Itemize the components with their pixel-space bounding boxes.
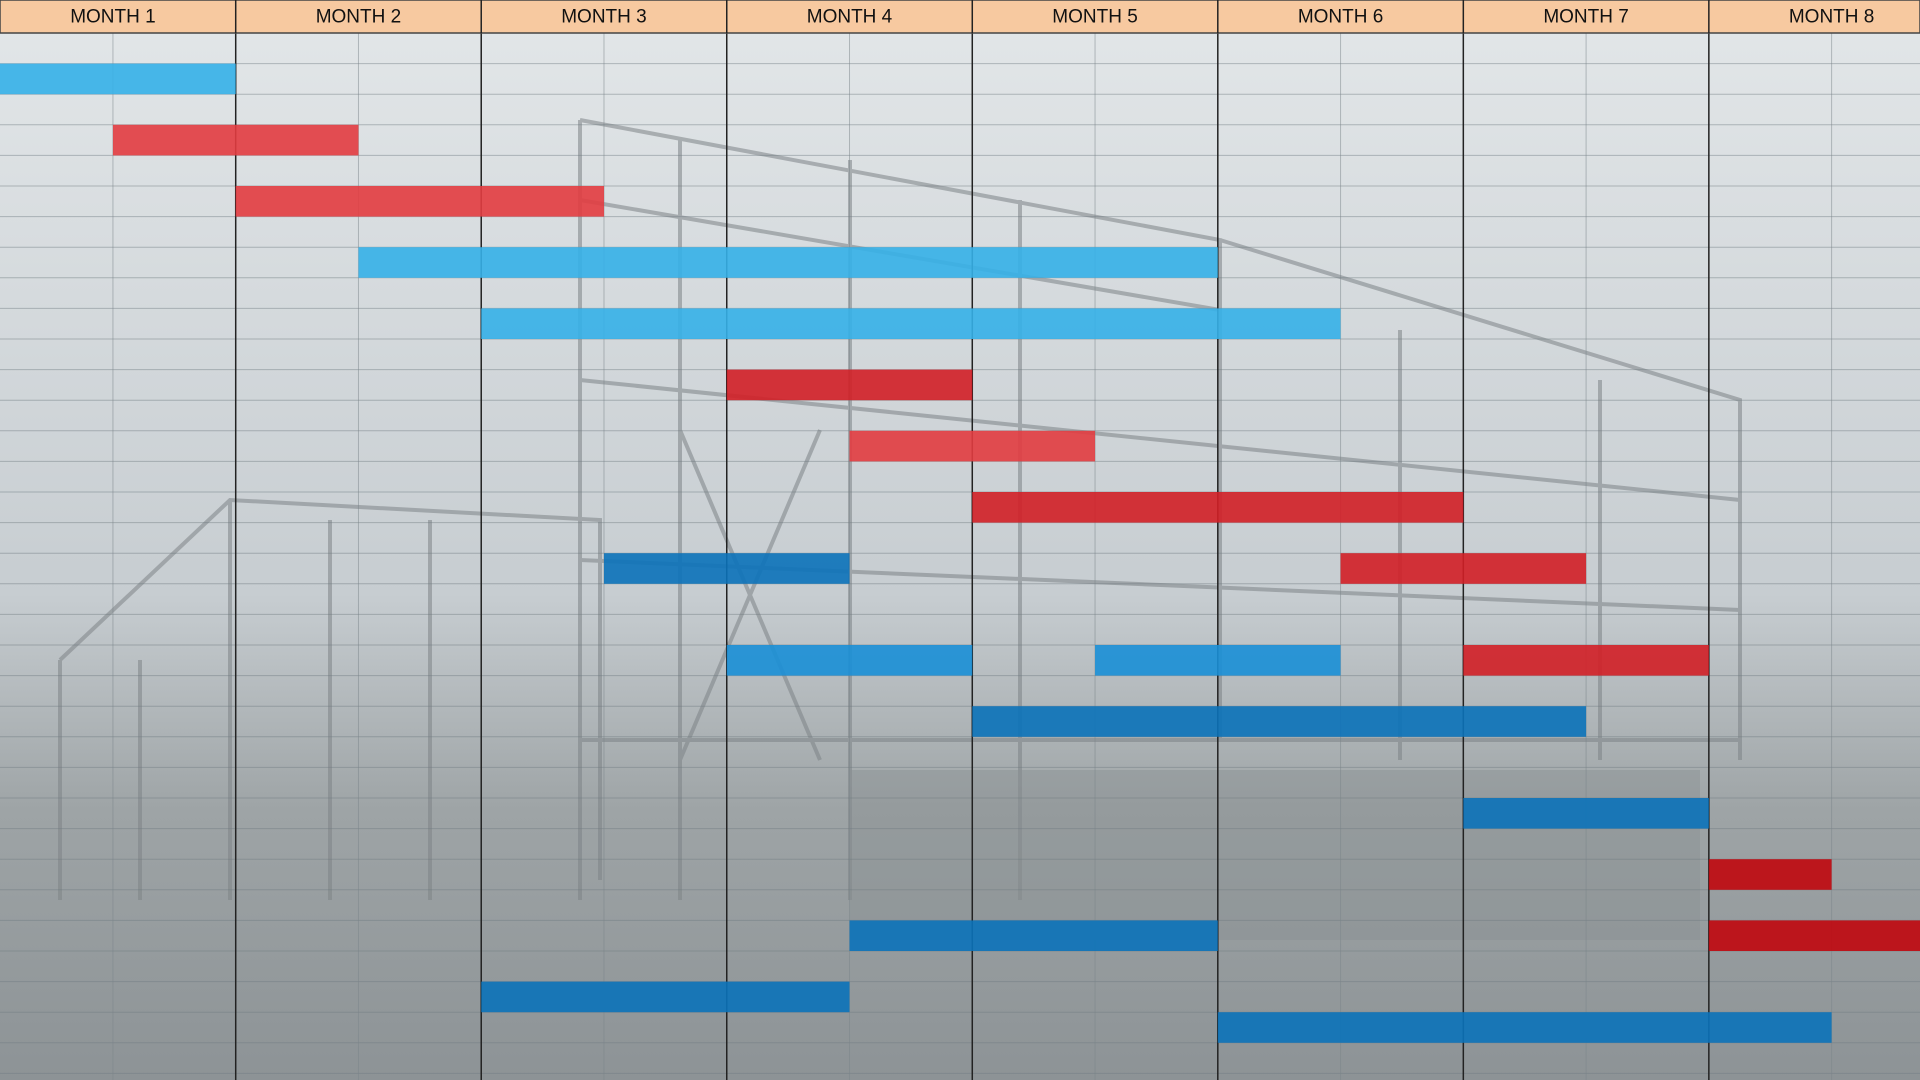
ground-wall — [850, 770, 1700, 940]
task-bars — [0, 63, 1920, 1043]
task-bar — [972, 492, 1464, 523]
task-bar — [358, 247, 1218, 278]
task-bar — [972, 706, 1587, 737]
month-label: MONTH 6 — [1298, 7, 1384, 28]
task-bar — [1095, 645, 1341, 676]
task-bar — [1217, 1012, 1832, 1043]
task-bar — [481, 981, 850, 1013]
task-bar — [849, 430, 1096, 462]
task-bar — [603, 553, 850, 584]
month-label: MONTH 2 — [316, 7, 402, 28]
task-bar — [0, 63, 236, 95]
month-label: MONTH 8 — [1789, 7, 1875, 28]
task-bar — [726, 369, 973, 401]
header-background — [0, 0, 1920, 34]
month-label: MONTH 5 — [1052, 7, 1138, 28]
task-bar — [1463, 645, 1709, 676]
task-bar — [1340, 553, 1587, 584]
task-bar — [112, 124, 359, 156]
task-bar — [235, 186, 604, 217]
month-label: MONTH 1 — [70, 7, 156, 28]
grid — [234, 0, 1710, 1080]
task-bar — [1708, 859, 1832, 890]
task-bar — [726, 645, 973, 676]
task-bar — [1463, 798, 1709, 829]
month-label: MONTH 3 — [561, 7, 647, 28]
scaffold-illustration — [58, 118, 1742, 900]
month-label: MONTH 4 — [807, 7, 893, 28]
task-bar — [849, 920, 1218, 951]
task-bar — [1708, 920, 1920, 951]
month-label: MONTH 7 — [1543, 7, 1629, 28]
month-header: MONTH 1 MONTH 2 MONTH 3 MONTH 4 MONTH 5 MONTH… — [0, 0, 1920, 34]
task-bar — [481, 308, 1341, 339]
